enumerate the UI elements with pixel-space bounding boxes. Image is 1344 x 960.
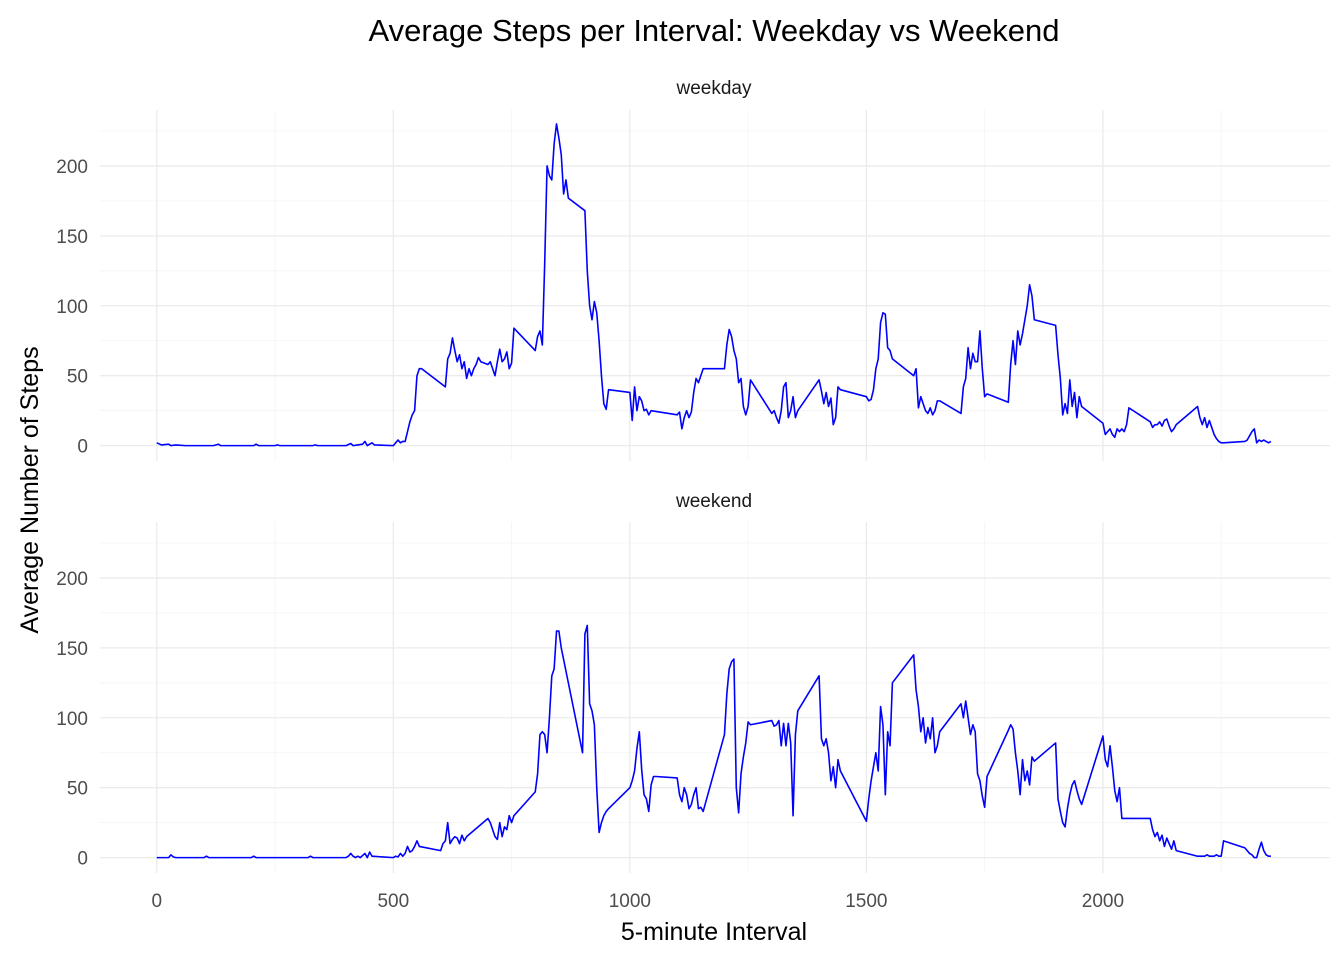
series-line-weekday bbox=[156, 123, 1272, 447]
panel-weekday: weekday 0 50 100 150 200 bbox=[56, 78, 1330, 461]
y-tick-label: 200 bbox=[56, 157, 88, 178]
x-tick-label: 2000 bbox=[1082, 891, 1124, 912]
x-tick-label: 0 bbox=[151, 891, 162, 912]
gridlines-weekday bbox=[100, 110, 1330, 461]
series-weekend bbox=[156, 624, 1271, 859]
y-tick-labels-weekday: 0 50 100 150 200 bbox=[56, 157, 88, 458]
y-tick-label: 100 bbox=[56, 297, 88, 318]
chart-title: Average Steps per Interval: Weekday vs W… bbox=[369, 13, 1060, 48]
x-tick-label: 1000 bbox=[609, 891, 651, 912]
y-tick-label: 150 bbox=[56, 639, 88, 660]
y-tick-labels-weekend: 0 50 100 150 200 bbox=[56, 569, 88, 870]
series-weekday bbox=[156, 123, 1272, 447]
y-tick-label: 0 bbox=[77, 437, 88, 458]
x-tick-labels: 0 500 1000 1500 2000 bbox=[151, 891, 1124, 912]
y-tick-label: 200 bbox=[56, 569, 88, 590]
y-tick-label: 0 bbox=[77, 849, 88, 870]
y-tick-label: 100 bbox=[56, 709, 88, 730]
y-tick-label: 50 bbox=[67, 367, 88, 388]
series-line-weekend bbox=[156, 624, 1271, 859]
strip-label-weekday: weekday bbox=[676, 78, 752, 99]
x-tick-label: 500 bbox=[377, 891, 409, 912]
strip-label-weekend: weekend bbox=[675, 491, 752, 512]
y-axis-title: Average Number of Steps bbox=[16, 346, 44, 633]
y-tick-label: 150 bbox=[56, 227, 88, 248]
gridlines-weekend bbox=[100, 522, 1330, 873]
x-tick-label: 1500 bbox=[845, 891, 887, 912]
x-axis-title: 5-minute Interval bbox=[621, 918, 807, 946]
panel-weekend: weekend 0 50 100 150 200 bbox=[56, 491, 1330, 873]
y-tick-label: 50 bbox=[67, 779, 88, 800]
